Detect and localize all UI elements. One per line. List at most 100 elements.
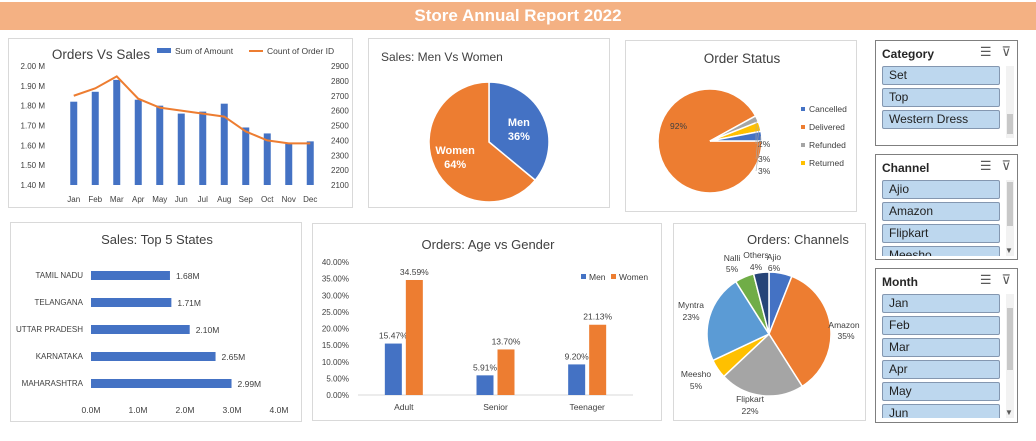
x-tick-label: Jul: [198, 195, 208, 204]
legend-swatch: [801, 107, 805, 111]
x-tick-label: Mar: [110, 195, 124, 204]
slicer-item[interactable]: Meesho: [882, 246, 1000, 256]
slicer-item[interactable]: Set: [882, 66, 1000, 85]
bar: [91, 91, 99, 185]
slicer-item[interactable]: Apr: [882, 360, 1000, 379]
pie-slice-others: [752, 271, 770, 335]
bar: [91, 298, 172, 307]
slicer-item[interactable]: Jan: [882, 294, 1000, 313]
multi-select-icon[interactable]: ☰: [979, 44, 992, 59]
pie-slice-women: [428, 81, 537, 203]
slicer-item[interactable]: Western Dress: [882, 110, 1000, 129]
legend-label: Refunded: [809, 140, 846, 150]
slicer-item[interactable]: Ajio: [882, 180, 1000, 199]
slice-label: Flipkart: [736, 394, 765, 404]
legend-label: Sum of Amount: [175, 46, 234, 56]
x-tick-label: Apr: [132, 195, 145, 204]
legend-swatch: [801, 161, 805, 165]
slice-value: 6%: [768, 263, 781, 273]
y-tick-label: TAMIL NADU: [35, 271, 83, 280]
y-tick-label: TELANGANA: [35, 298, 84, 307]
slicer-item[interactable]: Amazon: [882, 202, 1000, 221]
x-tick-label: Jan: [67, 195, 80, 204]
x-tick-label: Feb: [88, 195, 102, 204]
legend-label: Count of Order ID: [267, 46, 334, 56]
bar: [91, 379, 232, 388]
x-tick-label: 2.0M: [176, 405, 195, 415]
bar: [476, 375, 494, 395]
slicer-item[interactable]: Flipkart: [882, 224, 1000, 243]
bar: [91, 271, 170, 280]
clear-filter-icon[interactable]: ⊽: [1001, 44, 1011, 59]
slicer-title: Category: [882, 47, 935, 61]
slicer-item[interactable]: Feb: [882, 316, 1000, 335]
pie-slice-amazon: [768, 275, 832, 388]
y2-tick-label: 2200: [331, 166, 349, 175]
multi-select-icon[interactable]: ☰: [979, 158, 992, 173]
pie-slice-men: [488, 81, 550, 182]
chart-title: Order Status: [704, 51, 781, 66]
age-gender-chart: Orders: Age vs Gender Men Women 0.00% 5.00% 1…: [312, 223, 662, 421]
y-tick-label: 1.50 M: [21, 161, 46, 170]
orders-vs-sales-chart: Orders Vs Sales Sum of Amount Count of Ord…: [8, 38, 353, 208]
y2-tick-label: 2400: [331, 136, 349, 145]
bar: [285, 143, 293, 185]
slicer-item[interactable]: May: [882, 382, 1000, 401]
slicer-title: Channel: [882, 161, 930, 175]
pie-slice-myntra: [706, 280, 771, 362]
legend-label: Delivered: [809, 122, 845, 132]
slice-label: Women: [435, 145, 475, 157]
data-label: 34.59%: [400, 267, 429, 277]
slice-value: 4%: [750, 262, 763, 272]
y-tick-label: 1.80 M: [21, 102, 46, 111]
legend-label: Men: [589, 272, 606, 282]
slice-value: 3%: [758, 166, 771, 176]
legend-swatch: [801, 143, 805, 147]
data-label: 13.70%: [492, 336, 521, 346]
x-tick-label: Dec: [303, 195, 317, 204]
slicer-item[interactable]: Mar: [882, 338, 1000, 357]
leader-line: [755, 136, 762, 172]
x-tick-label: Teenager: [569, 402, 605, 412]
clear-filter-icon[interactable]: ⊽: [1001, 272, 1011, 287]
data-label: 2.10M: [196, 325, 220, 335]
legend-swatch: [581, 274, 586, 279]
x-tick-label: Aug: [217, 195, 231, 204]
slice-value: 23%: [682, 312, 699, 322]
bar: [263, 133, 271, 185]
slicer-scrollbar[interactable]: ▼: [1005, 180, 1014, 256]
bar: [199, 111, 207, 185]
y-tick-label: 1.70 M: [21, 122, 46, 131]
slice-value: 22%: [741, 406, 758, 416]
bar: [113, 79, 121, 185]
legend-swatch: [611, 274, 616, 279]
y-tick-label: KARNATAKA: [36, 352, 84, 361]
bar: [306, 141, 314, 185]
slice-label: Nalli: [724, 253, 741, 263]
y-tick-label: 15.00%: [322, 341, 349, 350]
chevron-down-icon[interactable]: ▼: [1005, 246, 1013, 255]
slice-value: 35%: [837, 331, 854, 341]
slice-label: Meesho: [681, 369, 712, 379]
slicer-item[interactable]: Jun: [882, 404, 1000, 418]
series-line: [73, 75, 311, 145]
slicer-scrollbar[interactable]: [1006, 66, 1014, 138]
multi-select-icon[interactable]: ☰: [979, 272, 992, 287]
data-label: 5.91%: [473, 362, 498, 372]
y2-tick-label: 2700: [331, 92, 349, 101]
chevron-down-icon[interactable]: ▼: [1005, 408, 1013, 417]
slice-value: 64%: [444, 159, 466, 171]
clear-filter-icon[interactable]: ⊽: [1001, 158, 1011, 173]
slicer-scrollbar[interactable]: ▼: [1005, 294, 1014, 418]
x-tick-label: 3.0M: [223, 405, 242, 415]
slicer-item[interactable]: Top: [882, 88, 1000, 107]
bar: [220, 103, 228, 185]
y2-tick-label: 2500: [331, 122, 349, 131]
y-tick-label: 1.90 M: [21, 82, 46, 91]
bar: [568, 364, 586, 395]
data-label: 2.65M: [222, 352, 246, 362]
slice-label: Others: [743, 250, 769, 260]
bar: [497, 349, 515, 395]
y2-tick-label: 2300: [331, 151, 349, 160]
chart-title: Sales: Top 5 States: [101, 232, 213, 247]
